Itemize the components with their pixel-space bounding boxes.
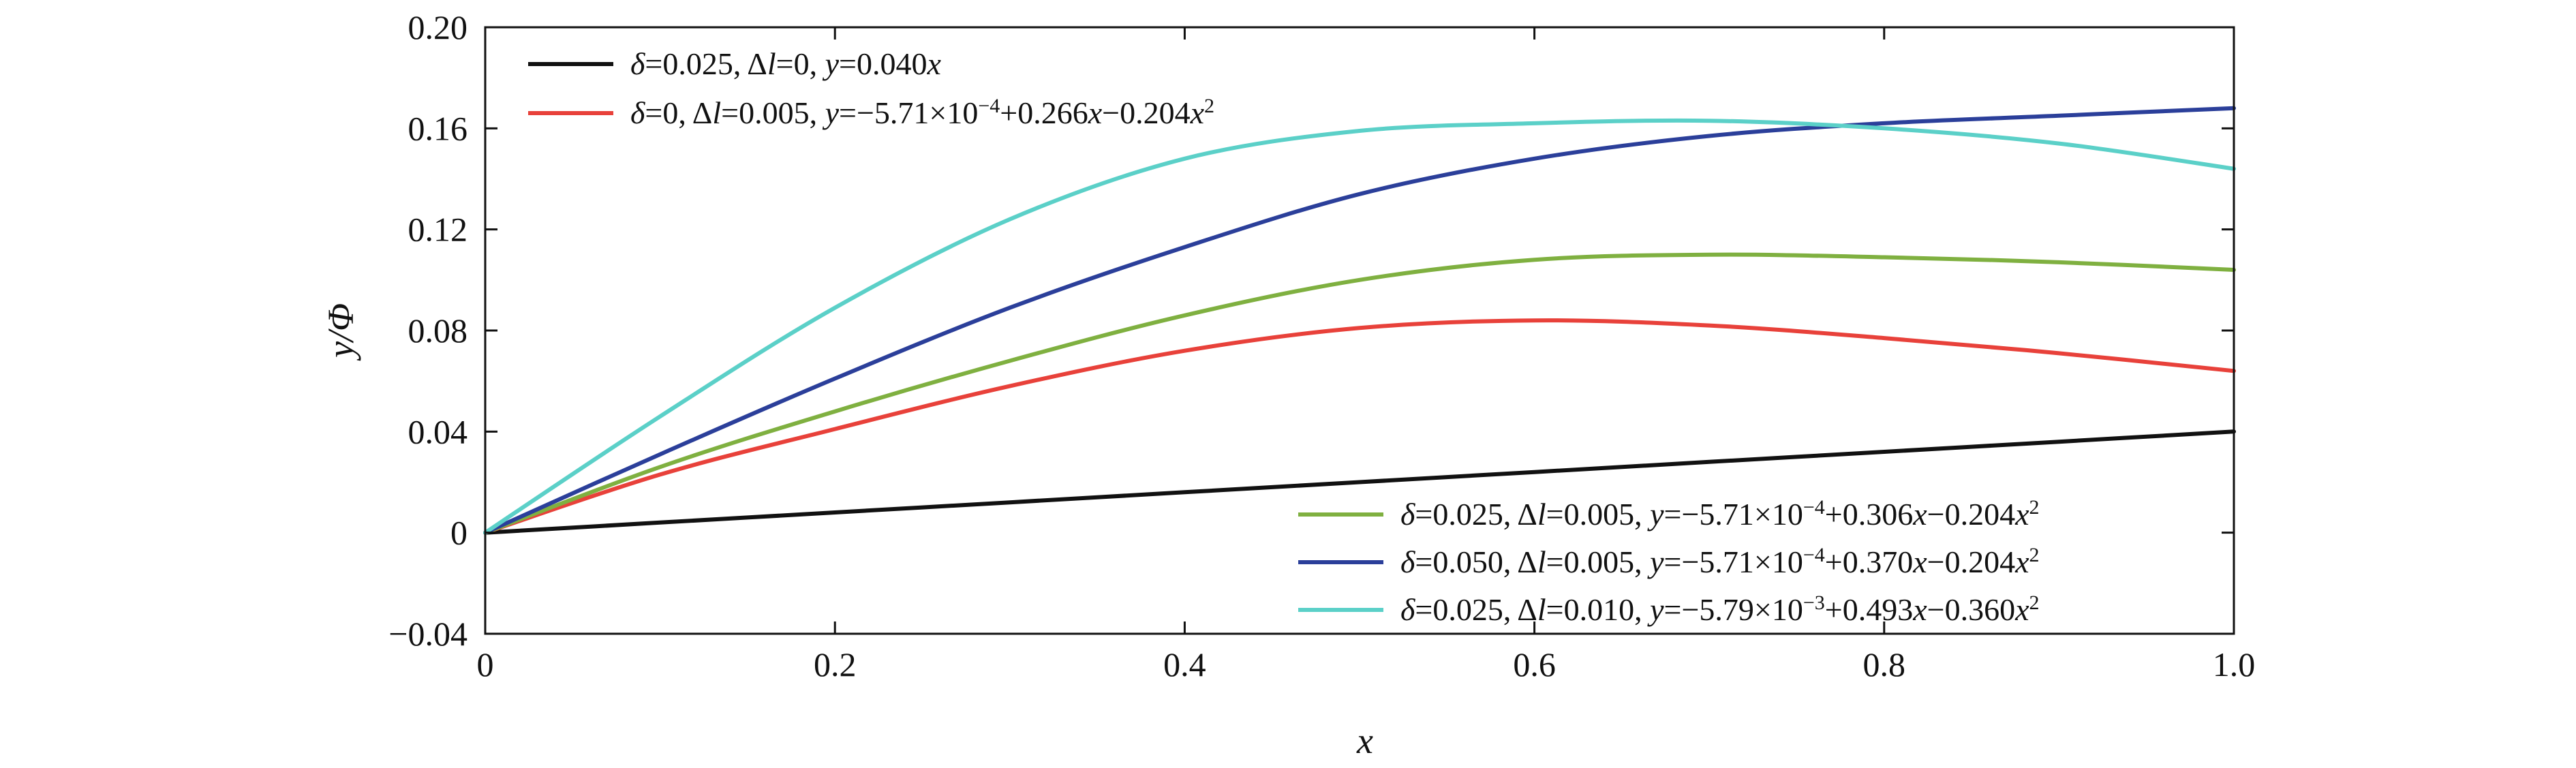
legend-label: δ=0.025, Δl=0.005, y=−5.71×10−4+0.306x−0… (1400, 496, 2040, 532)
y-tick-label: 0.20 (408, 8, 468, 46)
x-tick-label: 0 (477, 645, 494, 683)
x-tick-label: 0.6 (1513, 645, 1556, 683)
axis-ticks (484, 26, 2235, 635)
x-tick-label: 0.4 (1163, 645, 1206, 683)
series-line-5 (483, 118, 2236, 535)
series-line-4 (483, 106, 2236, 535)
y-tick-label: 0 (450, 514, 467, 552)
legend-entry: δ=0.025, Δl=0, y=0.040x (528, 46, 942, 81)
series-line-3 (483, 252, 2236, 535)
y-axis-label: y/Φ (320, 303, 361, 361)
series-line-1 (483, 429, 2236, 535)
y-tick-label: 0.08 (408, 311, 468, 350)
y-tick-label: 0.16 (408, 109, 468, 147)
legend-entry: δ=0.025, Δl=0.010, y=−5.79×10−3+0.493x−0… (1298, 592, 2040, 628)
y-tick-label: −0.04 (388, 615, 467, 653)
legend-label: δ=0, Δl=0.005, y=−5.71×10−4+0.266x−0.204… (630, 95, 1214, 131)
series-line-2 (483, 318, 2236, 535)
series-group (483, 106, 2236, 535)
y-tick-label: 0.12 (408, 211, 468, 249)
legend-label: δ=0.025, Δl=0, y=0.040x (630, 46, 942, 81)
legend-group: δ=0.025, Δl=0, y=0.040x δ=0, Δl=0.005, y=… (528, 46, 2040, 627)
x-axis-label: x (1356, 720, 1373, 761)
y-tick-label: 0.04 (408, 412, 468, 450)
x-tick-label: 0.2 (814, 645, 857, 683)
axis-tick-labels: 0 0.2 0.4 0.6 0.8 1.0 −0.04 0 0.04 0.08 0.12 0.16 0.… (388, 8, 2255, 683)
legend-entry: δ=0.050, Δl=0.005, y=−5.71×10−4+0.370x−0… (1298, 544, 2040, 580)
legend-entry: δ=0, Δl=0.005, y=−5.71×10−4+0.266x−0.204… (528, 95, 1214, 131)
legend-label: δ=0.025, Δl=0.010, y=−5.79×10−3+0.493x−0… (1400, 592, 2040, 628)
legend-label: δ=0.050, Δl=0.005, y=−5.71×10−4+0.370x−0… (1400, 544, 2040, 580)
legend-entry: δ=0.025, Δl=0.005, y=−5.71×10−4+0.306x−0… (1298, 496, 2040, 532)
x-tick-label: 0.8 (1863, 645, 1906, 683)
x-tick-label: 1.0 (2213, 645, 2256, 683)
